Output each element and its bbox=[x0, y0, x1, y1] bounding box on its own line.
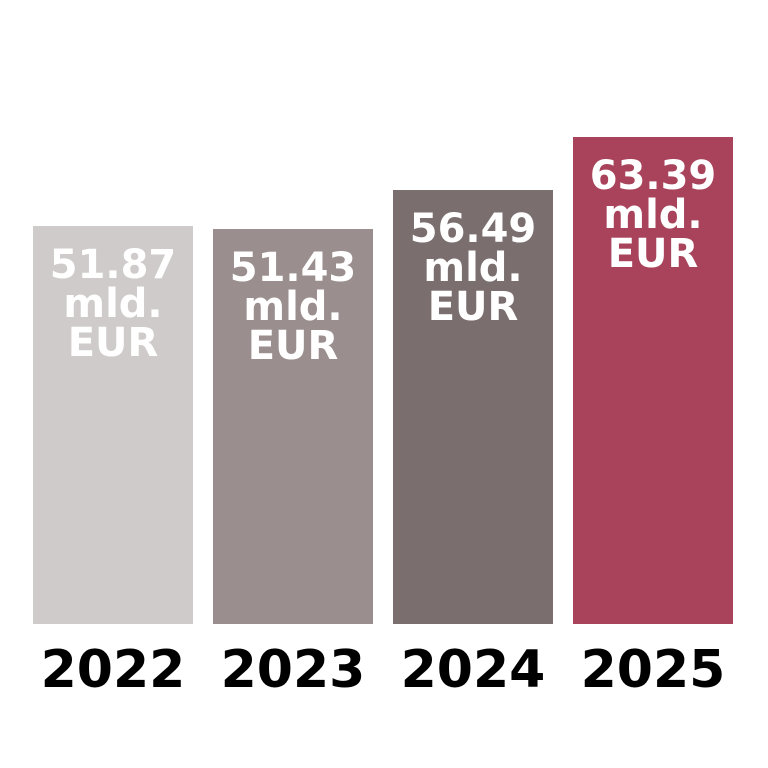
x-tick-label: 2023 bbox=[220, 640, 366, 700]
data-label-value: 63.39 bbox=[589, 153, 717, 199]
x-tick-label: 2024 bbox=[400, 640, 546, 700]
data-label: 56.49 mld. EUR bbox=[393, 206, 553, 330]
bar-2024: 56.49 mld. EUR bbox=[393, 190, 553, 624]
data-label-unit: EUR bbox=[607, 231, 699, 277]
data-label-unit: mld. bbox=[423, 245, 523, 291]
x-tick-label: 2025 bbox=[580, 640, 726, 700]
data-label-unit: EUR bbox=[427, 284, 519, 330]
data-label-value: 51.87 bbox=[49, 242, 177, 288]
data-label-value: 51.43 bbox=[229, 245, 357, 291]
data-label-value: 56.49 bbox=[409, 206, 537, 252]
bar-2023: 51.43 mld. EUR bbox=[213, 229, 373, 624]
bar-2022: 51.87 mld. EUR bbox=[33, 226, 193, 624]
bar-2025: 63.39 mld. EUR bbox=[573, 137, 733, 624]
data-label-unit: mld. bbox=[63, 281, 163, 327]
data-label: 51.87 mld. EUR bbox=[33, 242, 193, 366]
data-label: 63.39 mld. EUR bbox=[573, 153, 733, 277]
data-label-unit: mld. bbox=[603, 192, 703, 238]
data-label: 51.43 mld. EUR bbox=[213, 245, 373, 369]
data-label-unit: mld. bbox=[243, 284, 343, 330]
x-tick-label: 2022 bbox=[40, 640, 186, 700]
data-label-unit: EUR bbox=[247, 323, 339, 369]
data-label-unit: EUR bbox=[67, 320, 159, 366]
